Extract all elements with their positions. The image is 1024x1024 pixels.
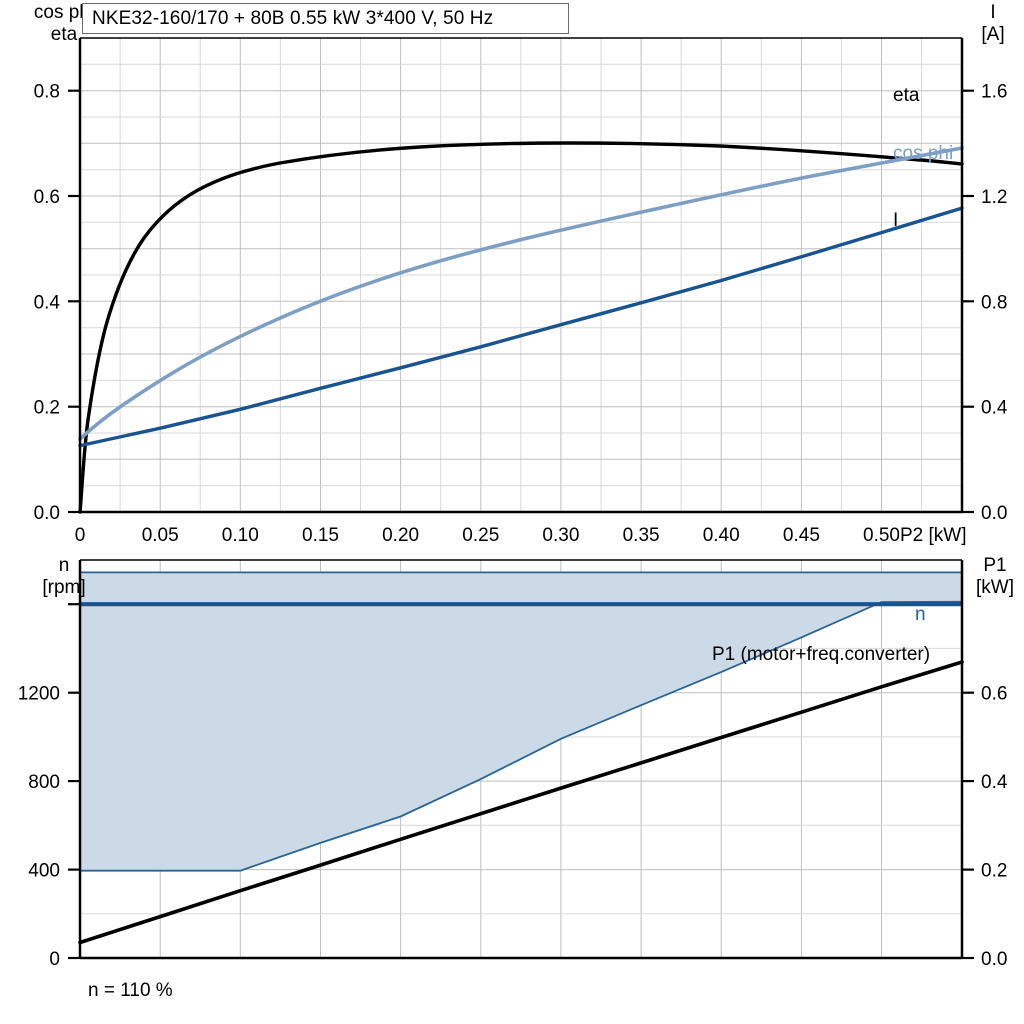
top-left-tick-1: 0.2 (34, 398, 60, 419)
top-chart-panel: NKE32-160/170 + 80B 0.55 kW 3*400 V, 50 … (34, 2, 1008, 545)
bottom-left-axis-title-line2: [rpm] (42, 577, 85, 598)
bottom-chart-panel: n P1 (motor+freq.converter) 0 400 800 12… (0, 548, 1024, 1024)
top-x-axis: 0 0.05 0.10 0.15 0.20 0.25 0.30 0.35 0.4… (75, 525, 967, 545)
top-right-axis-title-line2: [A] (981, 24, 1004, 45)
top-x-tick-1: 0.05 (142, 525, 179, 545)
curve-cosphi (78, 146, 964, 441)
bottom-right-tick-2: 0.4 (981, 772, 1008, 793)
top-x-tick-10: 0.50 (863, 525, 900, 545)
top-left-tick-0: 0.0 (34, 503, 60, 524)
curve-eta (78, 141, 964, 514)
top-right-tick-4: 1.6 (981, 82, 1007, 103)
top-x-tick-6: 0.30 (542, 525, 579, 545)
top-left-tick-3: 0.6 (34, 187, 60, 208)
top-right-tick-1: 0.4 (981, 398, 1008, 419)
top-left-axis-title-line2: eta (51, 24, 78, 45)
bottom-left-tick-1: 400 (28, 861, 60, 882)
curve-label-p1: P1 (motor+freq.converter) (712, 644, 930, 665)
curve-label-eta: eta (893, 85, 920, 106)
curve-i (78, 206, 964, 448)
top-right-tick-3: 1.2 (981, 187, 1007, 208)
curve-p1 (78, 660, 964, 945)
curve-label-current: I (893, 210, 898, 231)
top-x-tick-8: 0.40 (703, 525, 740, 545)
bottom-left-tick-3: 1200 (18, 684, 60, 705)
curve-label-speed: n (915, 604, 926, 625)
band-lower-edge (80, 600, 963, 872)
top-left-axis: 0.0 0.2 0.4 0.6 0.8 (34, 82, 80, 524)
chart-title-text: NKE32-160/170 + 80B 0.55 kW 3*400 V, 50 … (92, 7, 494, 29)
top-frame (78, 37, 964, 514)
top-right-tick-0: 0.0 (981, 503, 1007, 524)
bottom-right-axis: 0.0 0.2 0.4 0.6 (962, 684, 1008, 970)
bottom-right-tick-0: 0.0 (981, 949, 1007, 970)
top-x-tick-9: 0.45 (783, 525, 820, 545)
bottom-frame (78, 559, 964, 960)
speed-range-band (80, 572, 962, 871)
top-left-axis-title-line1: cos phi (34, 2, 94, 23)
bottom-left-axis-title-line1: n (59, 555, 70, 576)
bottom-left-tick-2: 800 (28, 772, 60, 793)
top-right-axis: 0.0 0.4 0.8 1.2 1.6 (962, 82, 1008, 524)
top-left-tick-2: 0.4 (34, 292, 61, 313)
bottom-chart-svg: n P1 (motor+freq.converter) 0 400 800 12… (18, 555, 1014, 1001)
bottom-right-tick-1: 0.2 (981, 861, 1007, 882)
bottom-left-axis: 0 400 800 1200 (18, 603, 80, 970)
bottom-left-tick-0: 0 (49, 949, 60, 970)
top-x-tick-3: 0.15 (302, 525, 339, 545)
top-right-axis-title-line1: I (990, 2, 995, 23)
chart-title-box: NKE32-160/170 + 80B 0.55 kW 3*400 V, 50 … (82, 3, 569, 34)
top-left-tick-4: 0.8 (34, 82, 60, 103)
top-grid (80, 37, 962, 512)
top-x-tick-5: 0.25 (462, 525, 499, 545)
curve-label-cos-phi: cos phi (893, 143, 953, 164)
top-chart-svg: eta cos phi I 0.0 0.2 0.4 0.6 (34, 2, 1008, 545)
top-x-tick-2: 0.10 (222, 525, 259, 545)
top-x-tick-7: 0.35 (623, 525, 660, 545)
bottom-right-axis-title-line2: [kW] (976, 577, 1014, 598)
top-right-tick-2: 0.8 (981, 292, 1007, 313)
footer-note: n = 110 % (88, 980, 173, 1001)
top-x-tick-4: 0.20 (382, 525, 419, 545)
bottom-right-axis-title-line1: P1 (983, 555, 1006, 576)
bottom-right-tick-3: 0.6 (981, 684, 1007, 705)
top-x-axis-title: P2 [kW] (900, 525, 967, 545)
top-x-tick-0: 0 (75, 525, 86, 545)
